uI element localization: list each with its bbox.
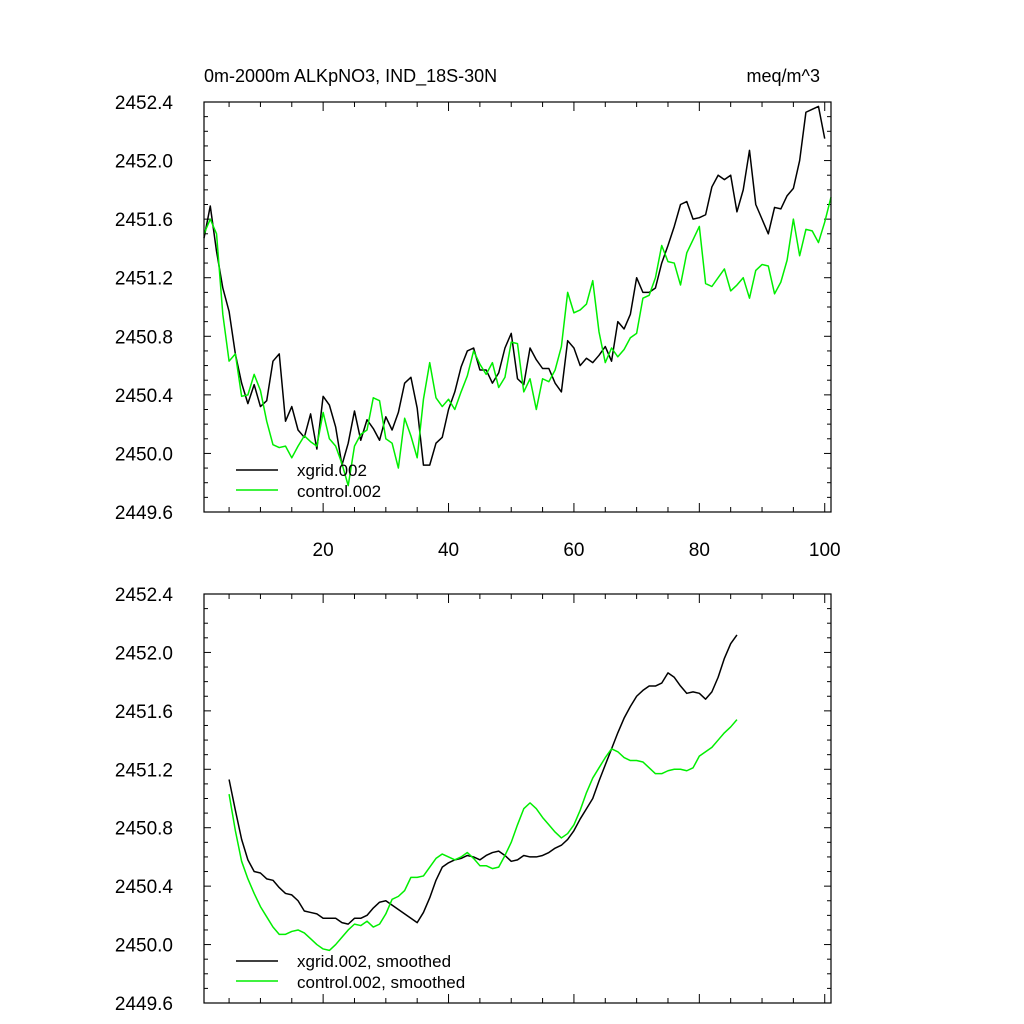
y-tick-label: 2451.6	[115, 210, 173, 231]
y-tick-label: 2451.6	[115, 702, 173, 723]
panel-top: 0m-2000m ALKpNO3, IND_18S-30N meq/m^3 24…	[115, 66, 841, 561]
x-tick-label: 40	[438, 540, 459, 561]
series-bottom	[228, 634, 738, 952]
y-tick-labels-top: 2449.6 2450.0 2450.4 2450.8 2451.2 2451.6 2452…	[115, 93, 174, 524]
axes-frame-bottom	[203, 593, 832, 1004]
y-tick-label: 2450.0	[115, 444, 173, 465]
y-tick-label: 2450.8	[115, 327, 173, 348]
legend-top: xgrid.002 control.002	[236, 461, 381, 501]
y-tick-labels-bottom: 2449.6 2450.0 2450.4 2450.8 2451.2 2451.6 2452…	[115, 585, 174, 1015]
legend-label-control: control.002	[297, 482, 381, 501]
ticks-top	[204, 101, 831, 513]
legend-label-xgrid: xgrid.002	[297, 461, 367, 480]
y-tick-label: 2452.0	[115, 152, 173, 173]
axes-frame-top	[203, 101, 832, 513]
y-tick-label: 2450.4	[115, 386, 174, 407]
ticks-bottom	[204, 593, 831, 1004]
y-tick-label: 2452.4	[115, 585, 174, 606]
y-tick-label: 2449.6	[115, 503, 173, 524]
series-line-control	[203, 196, 832, 487]
y-tick-label: 2449.6	[115, 994, 173, 1015]
series-line-xgrid	[203, 105, 826, 466]
series-line-control	[228, 719, 738, 952]
series-top	[203, 105, 832, 487]
plot-title: 0m-2000m ALKpNO3, IND_18S-30N	[204, 66, 497, 87]
panel-bottom: 2449.6 2450.0 2450.4 2450.8 2451.2 2451.6 2452…	[115, 585, 832, 1015]
legend-label-xgrid-smoothed: xgrid.002, smoothed	[297, 952, 451, 971]
y-tick-label: 2451.2	[115, 760, 173, 781]
y-tick-label: 2450.4	[115, 877, 174, 898]
y-tick-label: 2450.0	[115, 936, 173, 957]
x-tick-label: 80	[689, 540, 710, 561]
x-tick-label: 20	[313, 540, 334, 561]
x-tick-labels-top: 20 40 60 80 100	[313, 540, 841, 561]
legend-label-control-smoothed: control.002, smoothed	[297, 973, 465, 992]
y-tick-label: 2452.4	[115, 93, 174, 114]
y-tick-label: 2450.8	[115, 819, 173, 840]
series-line-xgrid	[228, 634, 738, 925]
y-tick-label: 2451.2	[115, 269, 173, 290]
legend-bottom: xgrid.002, smoothed control.002, smoothe…	[236, 952, 465, 992]
x-tick-label: 60	[563, 540, 584, 561]
units-label: meq/m^3	[747, 66, 820, 86]
x-tick-label: 100	[809, 540, 841, 561]
y-tick-label: 2452.0	[115, 643, 173, 664]
